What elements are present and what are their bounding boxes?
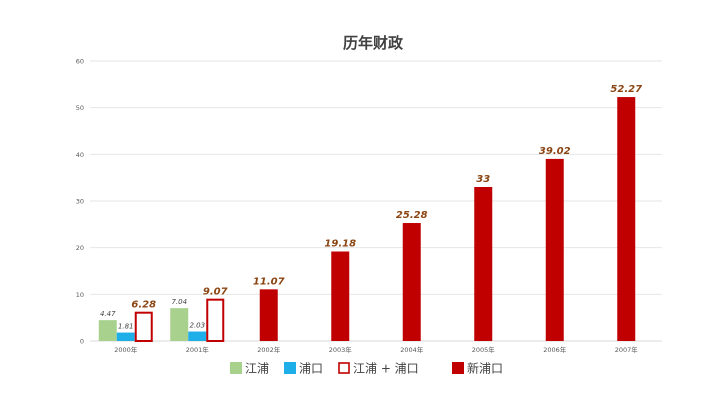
bar-1 (98, 320, 117, 341)
data-label: 39.02 (539, 146, 571, 157)
bar-new (545, 158, 564, 341)
legend-swatch (452, 362, 464, 374)
data-label: 6.28 (131, 300, 156, 311)
data-label: 33 (476, 174, 490, 185)
legend-swatch (284, 362, 296, 374)
bar-2 (116, 332, 135, 341)
bar-new (617, 97, 636, 341)
legend-label: 浦口 (299, 362, 323, 376)
bar-new (474, 187, 493, 341)
bar-2 (188, 331, 207, 341)
data-labels: 4.471.81 6.28 7.04 2.03 9.07 11.07 19.18 25.28 3… (100, 84, 642, 330)
bar-new (402, 223, 421, 341)
y-tick-label: 50 (76, 104, 84, 112)
x-tick-label: 2003年 (329, 345, 353, 354)
y-tick-label: 30 (76, 198, 84, 206)
gridlines (90, 60, 662, 295)
bar-3 (206, 298, 225, 343)
y-tick-label: 0 (80, 338, 84, 346)
y-tick-label: 10 (76, 291, 84, 299)
chart-title: 历年财政 (343, 34, 404, 52)
data-label: 4.47 (100, 310, 116, 318)
x-tick-label: 2004年 (400, 345, 424, 354)
legend: 江浦 浦口 江浦 + 浦口 新浦口 (230, 361, 503, 376)
data-label: 25.28 (396, 210, 428, 221)
bar-new (331, 251, 350, 341)
x-axis-ticks: 2000年 2001年 2002年 2003年 2004年 2005年 2006年 2007年 (114, 345, 638, 354)
y-tick-label: 60 (76, 58, 84, 66)
data-label: 19.18 (324, 238, 356, 249)
bars (98, 97, 636, 343)
x-tick-label: 2002年 (257, 345, 281, 354)
x-tick-label: 2000年 (114, 345, 138, 354)
data-label: 52.27 (610, 84, 642, 95)
x-tick-label: 2005年 (472, 345, 496, 354)
bar-3 (134, 311, 153, 342)
y-axis-ticks: 0 10 20 30 40 50 60 (76, 58, 84, 346)
bar-new (259, 289, 278, 341)
x-tick-label: 2006年 (543, 345, 567, 354)
data-label: 2.03 (189, 322, 205, 330)
data-label: 1.81 (118, 323, 134, 331)
legend-swatch (230, 362, 242, 374)
legend-label: 江浦 + 浦口 (353, 362, 419, 376)
x-tick-label: 2007年 (615, 345, 639, 354)
data-label: 9.07 (203, 287, 228, 298)
data-label: 7.04 (171, 298, 187, 306)
legend-label: 江浦 (245, 362, 269, 376)
data-label: 11.07 (253, 276, 285, 287)
legend-swatch (338, 362, 350, 374)
bar-1 (170, 308, 189, 341)
y-tick-label: 20 (76, 244, 84, 252)
y-tick-label: 40 (76, 151, 84, 159)
legend-label: 新浦口 (467, 361, 503, 376)
x-tick-label: 2001年 (186, 345, 210, 354)
